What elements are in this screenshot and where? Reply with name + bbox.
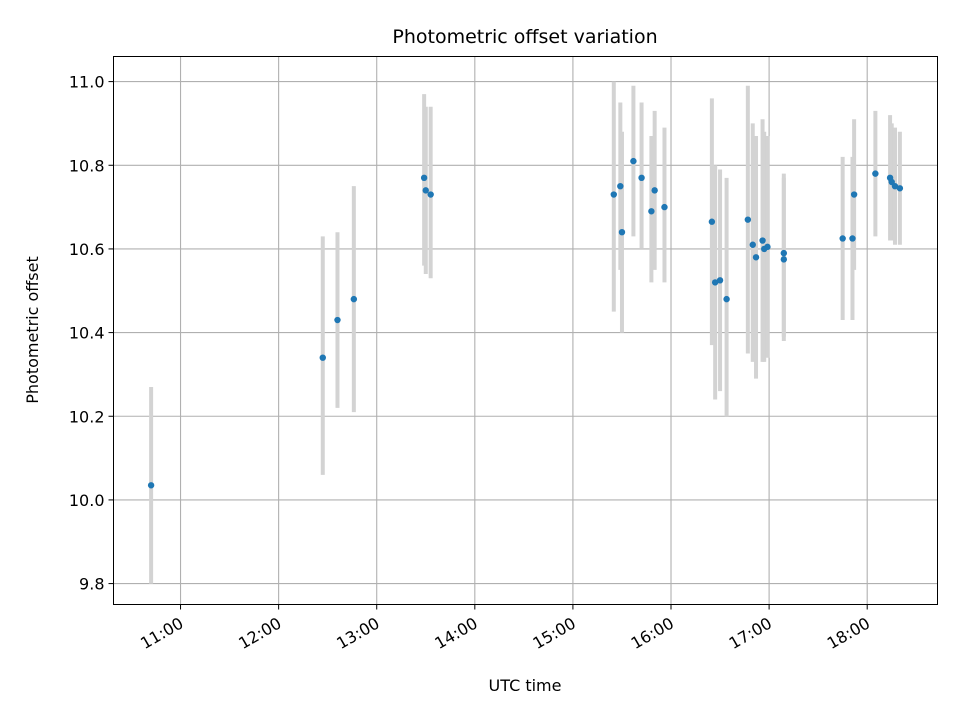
data-point [709, 219, 715, 225]
y-tick-label: 9.8 [79, 575, 104, 594]
data-point [148, 482, 154, 488]
x-tick-label: 13:00 [333, 614, 382, 654]
data-point [427, 191, 433, 197]
data-point [753, 254, 759, 260]
data-point [611, 191, 617, 197]
y-tick-label: 10.0 [69, 491, 105, 510]
chart-title: Photometric offset variation [392, 26, 657, 48]
data-point [630, 158, 636, 164]
data-point [851, 191, 857, 197]
data-point [717, 277, 723, 283]
data-point [320, 354, 326, 360]
data-point [745, 216, 751, 222]
chart: Photometric offset variation 11:00 12:00 1… [0, 0, 960, 720]
data-point [617, 183, 623, 189]
data-point [781, 250, 787, 256]
y-tick-label: 10.2 [69, 407, 105, 426]
x-tick-label: 11:00 [137, 614, 186, 654]
grid [114, 57, 938, 605]
data-point [759, 237, 765, 243]
x-tick-label: 14:00 [431, 614, 480, 654]
data-point [897, 185, 903, 191]
data-point [651, 187, 657, 193]
data-point [849, 235, 855, 241]
data-point [872, 170, 878, 176]
x-tick-label: 18:00 [824, 614, 873, 654]
y-axis-ticks: 9.8 10.0 10.2 10.4 10.6 10.8 11.0 [69, 73, 114, 594]
y-tick-label: 11.0 [69, 73, 105, 92]
data-point [619, 229, 625, 235]
data-point [750, 242, 756, 248]
x-tick-label: 15:00 [529, 614, 578, 654]
y-axis-title: Photometric offset [23, 256, 42, 404]
data-points [148, 158, 903, 489]
y-tick-label: 10.6 [69, 240, 105, 259]
x-tick-label: 16:00 [628, 614, 677, 654]
data-point [423, 187, 429, 193]
data-point [661, 204, 667, 210]
data-point [334, 317, 340, 323]
data-point [764, 244, 770, 250]
data-point [723, 296, 729, 302]
x-axis-title: UTC time [489, 676, 562, 695]
data-point [648, 208, 654, 214]
x-tick-label: 12:00 [235, 614, 284, 654]
data-point [351, 296, 357, 302]
data-point [421, 175, 427, 181]
data-point [781, 256, 787, 262]
plot-area [114, 57, 938, 605]
data-point [638, 175, 644, 181]
y-tick-label: 10.4 [69, 324, 105, 343]
data-point [839, 235, 845, 241]
x-axis-ticks: 11:00 12:00 13:00 14:00 15:00 16:00 17:00 18:00 [137, 605, 873, 654]
y-tick-label: 10.8 [69, 156, 105, 175]
x-tick-label: 17:00 [726, 614, 775, 654]
